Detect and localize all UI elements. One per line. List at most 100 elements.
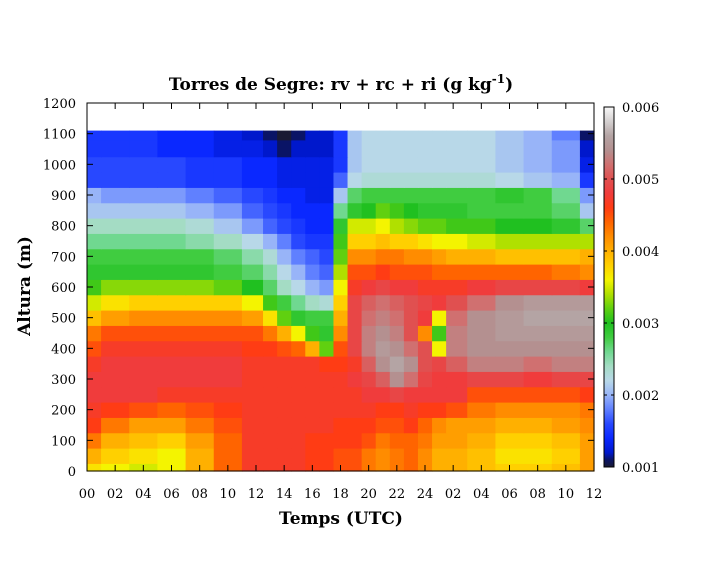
heatmap-cell: [263, 340, 278, 357]
heatmap-cell: [523, 294, 553, 311]
heatmap-cell: [333, 340, 349, 357]
heatmap-cell: [87, 294, 102, 311]
heatmap-cell: [101, 448, 130, 464]
heatmap-cell: [263, 294, 278, 311]
heatmap-cell: [347, 156, 363, 173]
heatmap-cell: [417, 448, 433, 464]
heatmap-cell: [319, 218, 335, 234]
heatmap-cell: [375, 172, 391, 188]
heatmap-cell: [432, 356, 447, 372]
heatmap-cell: [185, 202, 215, 219]
heatmap-cell: [417, 402, 433, 418]
heatmap-cell: [446, 325, 468, 342]
heatmap-cell: [263, 386, 278, 403]
heatmap-cell: [87, 202, 102, 219]
heatmap-cell: [432, 156, 447, 173]
heatmap-cell: [87, 139, 102, 158]
heatmap-cell: [361, 402, 377, 418]
heatmap-cell: [467, 432, 497, 449]
heatmap-cell: [333, 202, 349, 219]
heatmap-cell: [241, 356, 264, 372]
heatmap-cell: [389, 417, 405, 434]
heatmap-cell: [551, 294, 581, 311]
heatmap-cell: [291, 294, 306, 311]
heatmap-cell: [361, 130, 377, 141]
heatmap-cell: [579, 325, 595, 342]
heatmap-cell: [319, 371, 335, 388]
heatmap-cell: [305, 233, 320, 250]
heatmap-cell: [523, 371, 553, 388]
heatmap-cell: [129, 310, 159, 326]
heatmap-cell: [551, 130, 581, 141]
heatmap-cell: [417, 386, 433, 403]
heatmap-cell: [157, 233, 187, 250]
colorbar-tick-label: 0.004: [622, 245, 659, 260]
heatmap-cell: [241, 172, 264, 188]
heatmap-cell: [319, 325, 335, 342]
y-tick-label: 700: [51, 250, 76, 265]
heatmap-cell: [375, 264, 391, 280]
heatmap-cell: [185, 432, 215, 449]
heatmap-cell: [157, 294, 187, 311]
heatmap-cell: [495, 325, 525, 342]
heatmap-cell: [101, 432, 130, 449]
heatmap-cell: [432, 139, 447, 158]
heatmap-cell: [157, 264, 187, 280]
heatmap-cell: [551, 325, 581, 342]
heatmap-cell: [305, 417, 320, 434]
heatmap-cell: [213, 218, 243, 234]
heatmap-cell: [375, 417, 391, 434]
heatmap-cell: [403, 248, 419, 265]
heatmap-cell: [403, 233, 419, 250]
heatmap-cell: [467, 187, 497, 204]
heatmap-cell: [87, 248, 102, 265]
heatmap-cell: [579, 264, 595, 280]
y-tick-label: 100: [51, 434, 76, 449]
heatmap-cell: [579, 402, 595, 418]
y-tick-label: 200: [51, 404, 76, 419]
heatmap-cell: [291, 310, 306, 326]
heatmap-cell: [361, 187, 377, 204]
heatmap-cell: [241, 279, 264, 296]
heatmap-cell: [523, 139, 553, 158]
heatmap-cell: [87, 371, 102, 388]
heatmap-cell: [185, 402, 215, 418]
heatmap-cell: [185, 248, 215, 265]
heatmap-cell: [375, 356, 391, 372]
heatmap-cell: [277, 448, 292, 464]
heatmap-cell: [551, 233, 581, 250]
heatmap-cell: [101, 130, 130, 141]
heatmap-cell: [87, 463, 102, 472]
heatmap-cell: [389, 202, 405, 219]
heatmap-cell: [432, 463, 447, 472]
heatmap-cell: [551, 218, 581, 234]
heatmap-cell: [523, 325, 553, 342]
heatmap-cell: [523, 448, 553, 464]
heatmap-cell: [129, 402, 159, 418]
heatmap-cell: [291, 463, 306, 472]
heatmap-cell: [291, 202, 306, 219]
heatmap-cell: [333, 248, 349, 265]
heatmap-cell: [241, 156, 264, 173]
heatmap-cell: [129, 130, 159, 141]
heatmap-cell: [375, 187, 391, 204]
heatmap-cell: [417, 294, 433, 311]
heatmap-cell: [375, 156, 391, 173]
heatmap-cell: [263, 233, 278, 250]
x-tick-label: 18: [332, 487, 349, 502]
heatmap-cell: [495, 402, 525, 418]
heatmap-cell: [263, 248, 278, 265]
heatmap-cell: [213, 202, 243, 219]
heatmap-cell: [129, 139, 159, 158]
y-axis-ticks: 0 100 200 300 400 500 600 700 800 900 1000 1100 1200: [43, 97, 594, 480]
x-tick-label: 10: [220, 487, 237, 502]
heatmap-cell: [375, 310, 391, 326]
heatmap-cell: [446, 218, 468, 234]
heatmap-cell: [361, 417, 377, 434]
heatmap-cell: [241, 463, 264, 472]
heatmap-cell: [446, 432, 468, 449]
heatmap-cell: [185, 172, 215, 188]
heatmap-cell: [319, 432, 335, 449]
heatmap-cell: [579, 310, 595, 326]
heatmap-cell: [277, 218, 292, 234]
